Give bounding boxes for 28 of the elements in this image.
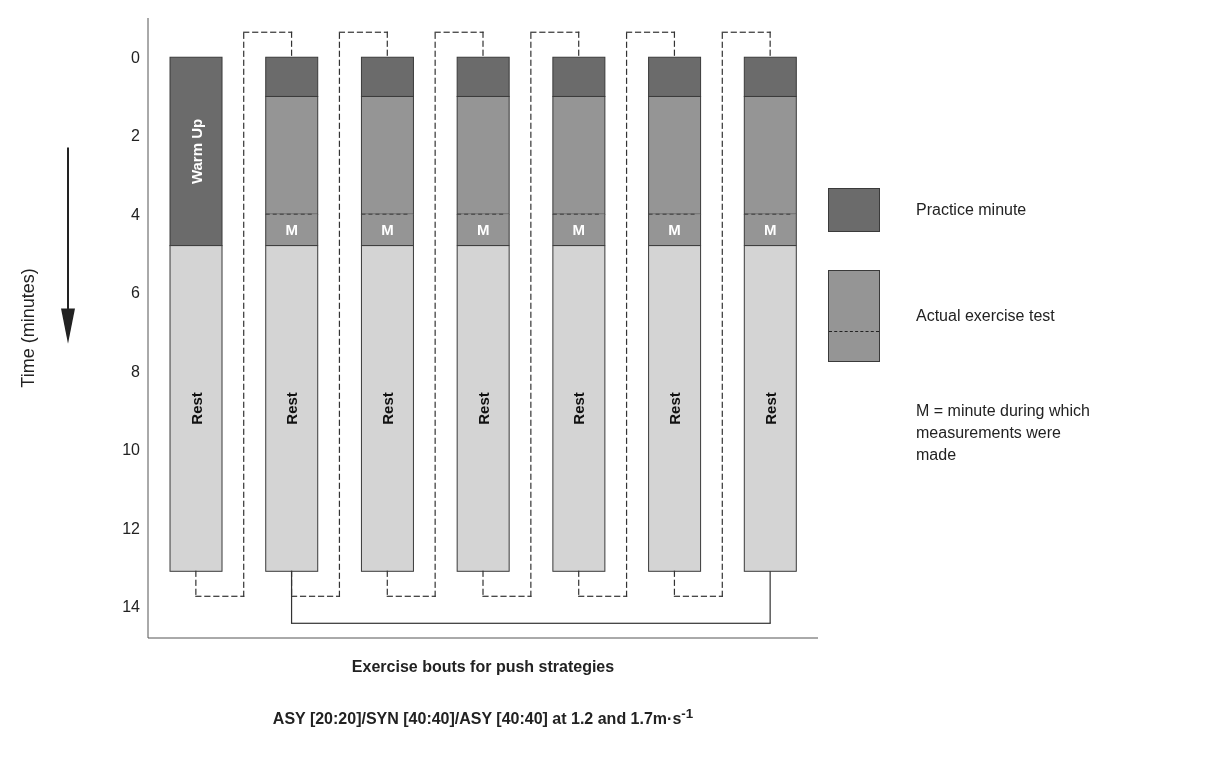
y-tick-label: 2	[131, 127, 141, 145]
data-label: M	[572, 221, 586, 239]
data-label: M	[668, 221, 681, 239]
data-label: Rest	[187, 392, 205, 425]
data-label: M	[764, 221, 777, 239]
y-tick-label: 14	[122, 598, 141, 616]
text: M = minute during which measurements were made	[916, 401, 1091, 465]
y-tick-label: 10	[122, 441, 141, 459]
x-axis-title: Exercise bouts for push strategies	[350, 658, 616, 676]
data-label: Rest	[474, 392, 492, 425]
y-tick-label: 12	[122, 519, 141, 537]
text: ASY [20:20]/SYN [40:40]/ASY [40:40] at 1.2 and 1.7m·s$^{-1}$	[271, 706, 695, 729]
y-tick-label: 6	[131, 284, 141, 302]
text: Practice minute	[916, 201, 1027, 219]
data-label: M	[381, 221, 394, 239]
data-label: Rest	[378, 392, 396, 425]
data-label: Rest	[666, 392, 684, 425]
text: Actual exercise test	[916, 307, 1055, 325]
data-label: Rest	[283, 392, 301, 425]
y-tick-label: 0	[131, 48, 141, 66]
y-axis-title: Time (minutes)	[18, 268, 39, 388]
data-label: Rest	[761, 392, 779, 425]
y-tick-label: 8	[131, 362, 141, 380]
data-label: M	[285, 221, 298, 239]
y-tick-label: 4	[131, 205, 141, 223]
data-label: Rest	[570, 392, 588, 425]
data-label: Warm Up	[187, 118, 205, 185]
data-label: M	[476, 221, 490, 239]
